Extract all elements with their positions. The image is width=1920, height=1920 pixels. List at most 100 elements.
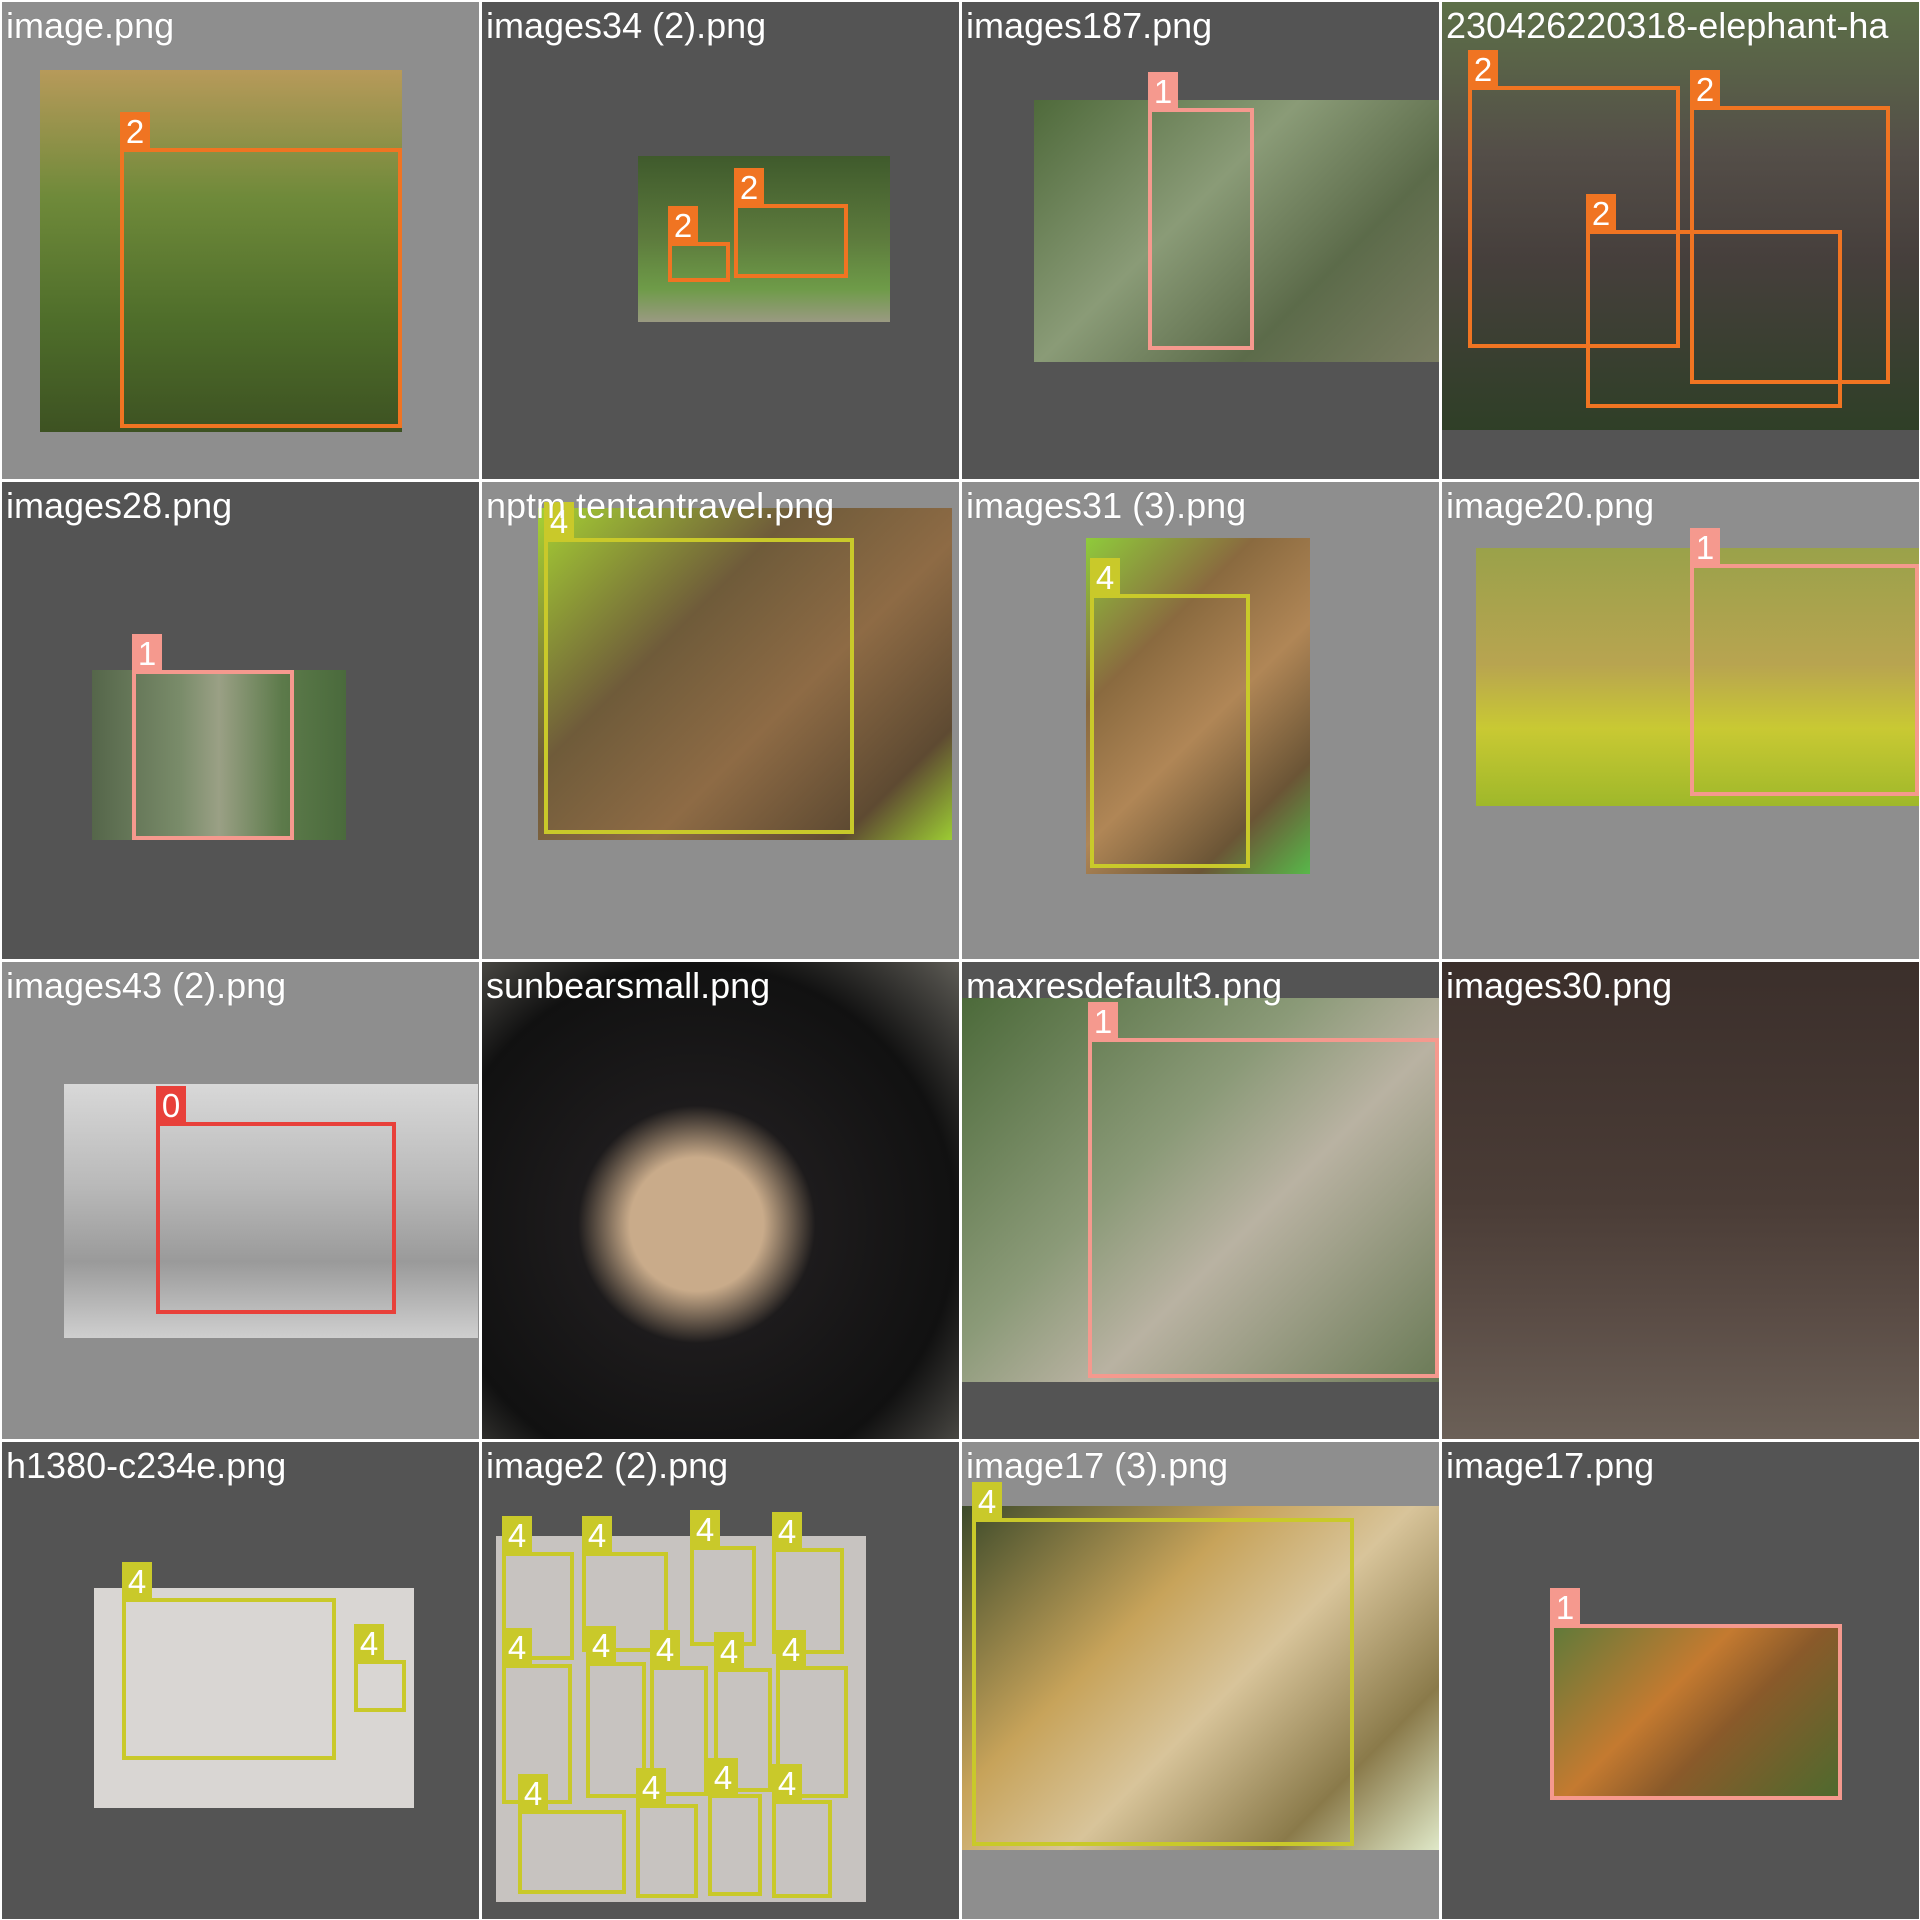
class-label: 0	[156, 1086, 186, 1124]
bbox: 4	[502, 1516, 574, 1660]
bbox: 4	[1090, 558, 1250, 868]
tile-images28: 1 images28.png	[2, 482, 479, 959]
class-label: 2	[668, 206, 698, 244]
class-label: 1	[1690, 528, 1720, 566]
tile-image17: 1 image17.png	[1442, 1442, 1919, 1919]
tile-image2-2: 4 4 4 4 4 4 4 4 4 4 4 4 4 image2 (2).png	[482, 1442, 959, 1919]
tile-image: 2 image.png	[2, 2, 479, 479]
photo-macaque-sheet	[496, 1536, 866, 1902]
bbox: 1	[1550, 1588, 1842, 1800]
photo-tiger-lying	[1552, 1626, 1840, 1796]
class-label: 4	[972, 1482, 1002, 1520]
tile-maxresdefault3: 1 maxresdefault3.png	[962, 962, 1439, 1439]
class-label: 4	[586, 1626, 616, 1664]
photo-tiger-path	[1034, 100, 1439, 362]
bbox: 2	[120, 112, 402, 428]
bbox: 4	[650, 1630, 708, 1796]
photo-elephant-closeup	[1442, 962, 1919, 1439]
class-label: 4	[636, 1768, 666, 1806]
bbox: 0	[156, 1086, 396, 1314]
class-label: 4	[122, 1562, 152, 1600]
class-label: 2	[734, 168, 764, 206]
file-name: images28.png	[6, 485, 233, 526]
class-label: 4	[518, 1774, 548, 1812]
tile-images31-3: 4 images31 (3).png	[962, 482, 1439, 959]
class-label: 4	[772, 1512, 802, 1550]
file-name: images31 (3).png	[966, 485, 1247, 526]
bbox: 4	[690, 1510, 756, 1646]
file-name: image2 (2).png	[486, 1445, 729, 1486]
tile-images43-2: 0 images43 (2).png	[2, 962, 479, 1439]
photo-tiger-meadow	[1476, 548, 1919, 806]
bbox: 2	[1586, 194, 1842, 408]
tile-images34-2: 2 2 images34 (2).png	[482, 2, 959, 479]
file-name: images30.png	[1446, 965, 1673, 1006]
bbox: 4	[708, 1758, 762, 1896]
bbox: 2	[668, 206, 730, 282]
bbox: 2	[1468, 50, 1680, 348]
class-label: 4	[502, 1516, 532, 1554]
class-label: 1	[132, 634, 162, 672]
class-label: 2	[1586, 194, 1616, 232]
file-name: 230426220318-elephant-ha	[1446, 5, 1889, 46]
photo-sunbear-log	[64, 1084, 478, 1338]
file-name: sunbearsmall.png	[486, 965, 771, 1006]
file-name: images187.png	[966, 5, 1213, 46]
class-label: 4	[690, 1510, 720, 1548]
photo-sunbear-sitting	[482, 962, 959, 1439]
class-label: 1	[1550, 1588, 1580, 1626]
class-label: 4	[776, 1630, 806, 1668]
bbox: 4	[582, 1516, 668, 1652]
bbox: 4	[772, 1764, 832, 1898]
photo-macaque-eating	[962, 1506, 1439, 1850]
tile-h1380-c234e: 4 4 h1380-c234e.png	[2, 1442, 479, 1919]
file-name: image20.png	[1446, 485, 1655, 526]
photo-macaque-branch	[538, 508, 952, 840]
tile-image20: 1 image20.png	[1442, 482, 1919, 959]
bbox: 4	[518, 1774, 626, 1894]
file-name: maxresdefault3.png	[966, 965, 1283, 1006]
bbox: 1	[132, 634, 294, 840]
tile-image17-3: 4 image17 (3).png	[962, 1442, 1439, 1919]
bbox: 4	[714, 1632, 772, 1792]
class-label: 2	[1690, 70, 1720, 108]
photo-tiger-snarl	[962, 998, 1439, 1382]
bbox: 4	[122, 1562, 336, 1760]
bbox: 4	[502, 1628, 572, 1804]
bbox: 1	[1088, 1002, 1439, 1378]
file-name: image17 (3).png	[966, 1445, 1229, 1486]
class-label: 1	[1148, 72, 1178, 110]
class-label: 4	[502, 1628, 532, 1666]
bbox: 4	[354, 1624, 406, 1712]
bbox: 1	[1690, 528, 1919, 796]
tile-elephant-ha: 2 2 2 230426220318-elephant-ha	[1442, 2, 1919, 479]
tile-images187: 1 images187.png	[962, 2, 1439, 479]
bbox: 2	[734, 168, 848, 278]
class-label: 4	[650, 1630, 680, 1668]
bbox: 4	[772, 1512, 844, 1654]
class-label: 4	[772, 1764, 802, 1802]
file-name: h1380-c234e.png	[6, 1445, 287, 1486]
bbox: 4	[544, 502, 854, 834]
tile-nptm-tentantravel: 4 nptm tentantravel.png	[482, 482, 959, 959]
file-name: images43 (2).png	[6, 965, 287, 1006]
bbox: 4	[972, 1482, 1354, 1846]
class-label: 1	[1088, 1002, 1118, 1040]
class-label: 4	[714, 1632, 744, 1670]
tile-sunbearsmall: sunbearsmall.png	[482, 962, 959, 1439]
file-name: image17.png	[1446, 1445, 1655, 1486]
photo-elephant-grass	[40, 70, 402, 432]
tile-images30: images30.png	[1442, 962, 1919, 1439]
class-label: 2	[120, 112, 150, 150]
class-label: 4	[544, 502, 574, 540]
file-name: images34 (2).png	[486, 5, 767, 46]
file-name: image.png	[6, 5, 175, 46]
class-label: 4	[708, 1758, 738, 1796]
bbox: 1	[1148, 72, 1254, 350]
class-label: 4	[582, 1516, 612, 1554]
bbox: 4	[776, 1630, 848, 1798]
class-label: 4	[354, 1624, 384, 1662]
bbox: 4	[636, 1768, 698, 1898]
file-name: nptm tentantravel.png	[486, 485, 835, 526]
